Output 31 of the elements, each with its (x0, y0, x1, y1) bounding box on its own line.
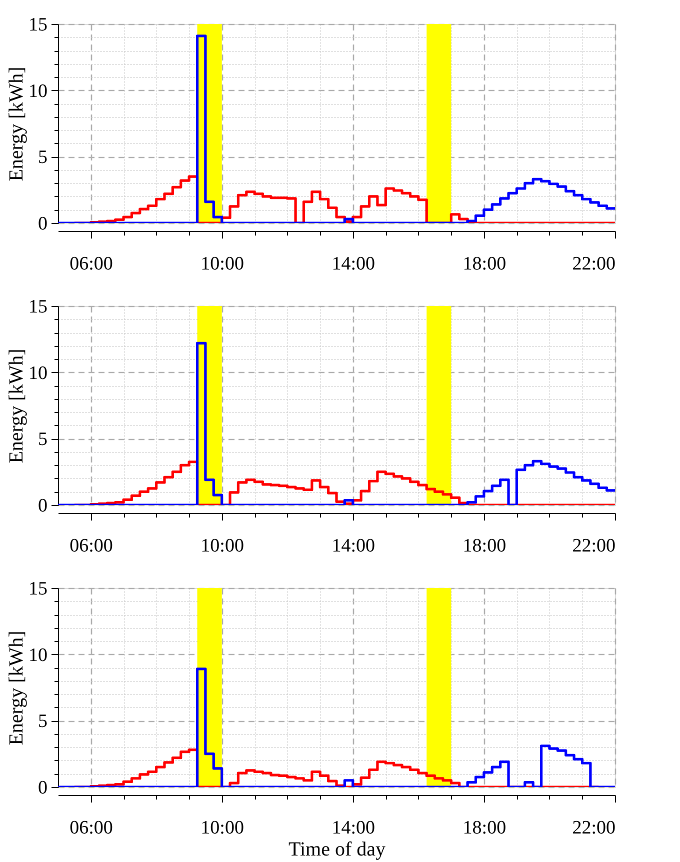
y-tick-label: 0 (38, 496, 48, 516)
x-tick-label: 14:00 (332, 254, 376, 274)
y-tick-label: 5 (38, 147, 48, 168)
y-tick-label: 0 (38, 778, 48, 798)
y-tick-label: 5 (38, 429, 48, 450)
y-axis-title: Energy [kWh] (6, 348, 28, 464)
y-tick-label: 10 (28, 362, 48, 384)
x-tick-label: 22:00 (572, 536, 616, 556)
x-tick-label: 22:00 (572, 818, 616, 838)
x-axis-title: Time of day (288, 838, 386, 860)
x-tick-label: 06:00 (70, 254, 113, 274)
y-tick-label: 5 (38, 711, 48, 732)
x-tick-label: 18:00 (462, 536, 506, 556)
x-tick-label: 06:00 (70, 536, 113, 556)
x-tick-label: 14:00 (332, 818, 376, 838)
y-tick-label: 10 (28, 80, 48, 102)
y-tick-label: 0 (38, 214, 48, 234)
y-tick-label: 15 (28, 578, 48, 600)
x-tick-label: 14:00 (332, 536, 376, 556)
y-tick-label: 10 (28, 644, 48, 666)
x-tick-label: 18:00 (462, 254, 506, 274)
x-tick-label: 10:00 (200, 818, 244, 838)
y-tick-label: 15 (28, 14, 48, 36)
y-axis-title: Energy [kWh] (6, 630, 28, 746)
x-tick-label: 22:00 (572, 254, 616, 274)
x-tick-label: 18:00 (462, 818, 506, 838)
x-tick-label: 06:00 (70, 818, 113, 838)
y-tick-label: 15 (28, 296, 48, 318)
y-axis-title: Energy [kWh] (6, 66, 28, 182)
x-tick-label: 10:00 (200, 536, 244, 556)
x-tick-label: 10:00 (200, 254, 244, 274)
